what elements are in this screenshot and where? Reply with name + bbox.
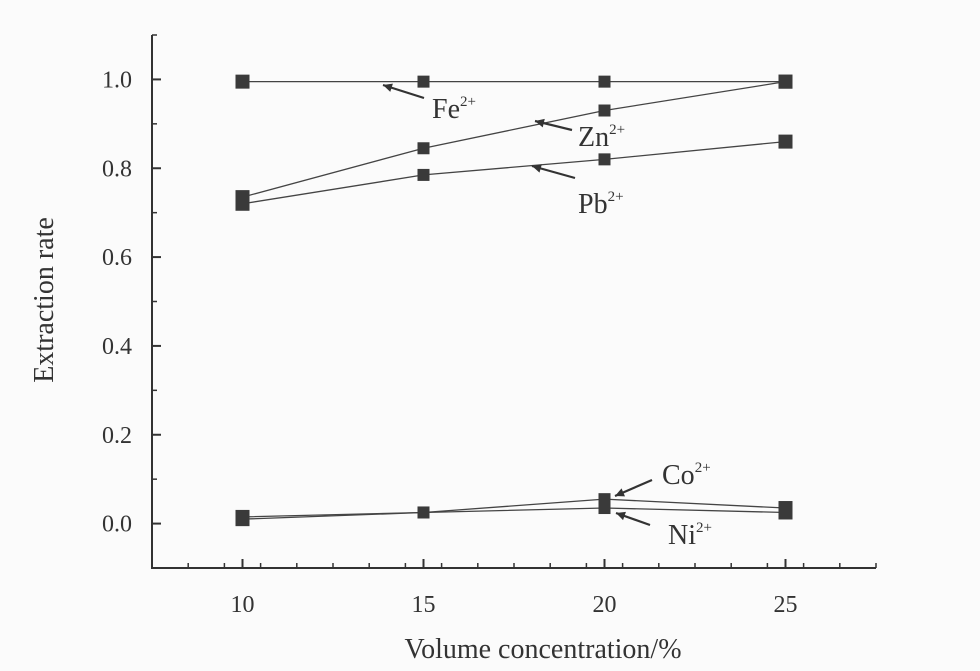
data-point-pb bbox=[778, 134, 793, 149]
x-tick-label: 10 bbox=[231, 592, 255, 618]
arrowhead bbox=[532, 164, 542, 173]
arrowhead bbox=[535, 118, 545, 128]
series-label-charge: 2+ bbox=[695, 460, 711, 476]
y-tick-label: 0.2 bbox=[102, 423, 132, 449]
data-point-fe bbox=[598, 75, 611, 88]
annotation-co: Co2+ bbox=[614, 460, 711, 498]
y-tick-label: 0.4 bbox=[102, 334, 132, 360]
series-line-ni bbox=[242, 507, 786, 518]
x-axis-title: Volume concentration/% bbox=[404, 634, 681, 665]
series-layer bbox=[235, 74, 793, 527]
x-tick-label: 25 bbox=[774, 592, 798, 618]
y-tick-label: 0.8 bbox=[102, 156, 132, 182]
series-line-pb bbox=[242, 140, 786, 205]
axis-frame bbox=[151, 35, 876, 569]
arrowhead bbox=[615, 488, 625, 497]
series-zn bbox=[235, 74, 793, 205]
y-tick-label: 0.0 bbox=[102, 512, 132, 538]
data-point-fe bbox=[417, 75, 430, 88]
series-label-pb: Pb2+ bbox=[578, 189, 624, 220]
series-pb bbox=[235, 134, 793, 211]
annotation-zn: Zn2+ bbox=[534, 118, 625, 153]
y-tick-label: 1.0 bbox=[102, 67, 132, 93]
x-tick-label: 20 bbox=[593, 592, 617, 618]
data-point-pb bbox=[235, 196, 250, 211]
series-line-zn bbox=[242, 80, 786, 198]
series-label-zn: Zn2+ bbox=[578, 122, 625, 153]
axes: 0.0 0.2 0.4 0.6 0.8 1.0 10 15 20 25 bbox=[102, 34, 877, 618]
series-label-fe: Fe2+ bbox=[432, 94, 476, 125]
data-point-zn bbox=[417, 142, 430, 155]
y-axis-title: Extraction rate bbox=[29, 217, 60, 383]
data-point-pb bbox=[417, 168, 430, 181]
data-point-ni bbox=[778, 505, 793, 520]
data-point-ni bbox=[417, 506, 430, 519]
series-label-charge: 2+ bbox=[460, 94, 476, 110]
data-point-ni bbox=[235, 509, 250, 524]
annotation-ni: Ni2+ bbox=[615, 511, 712, 551]
annotation-pb: Pb2+ bbox=[531, 164, 624, 220]
arrowhead bbox=[616, 511, 626, 521]
data-point-pb bbox=[598, 153, 611, 166]
annotation-fe: Fe2+ bbox=[382, 83, 476, 125]
data-point-zn bbox=[598, 104, 611, 117]
series-fe bbox=[235, 74, 793, 89]
series-ni bbox=[235, 502, 793, 524]
x-tick-label: 15 bbox=[412, 592, 436, 618]
arrowhead bbox=[383, 83, 393, 92]
data-point-ni bbox=[598, 502, 611, 515]
series-label-charge: 2+ bbox=[609, 122, 625, 138]
series-label-ni: Ni2+ bbox=[668, 520, 712, 551]
series-label-charge: 2+ bbox=[608, 189, 624, 205]
data-point-fe bbox=[235, 74, 250, 89]
y-tick-label: 0.6 bbox=[102, 245, 132, 271]
series-label-co: Co2+ bbox=[662, 460, 711, 491]
series-label-charge: 2+ bbox=[696, 520, 712, 536]
data-point-zn bbox=[778, 74, 793, 89]
series-line-co bbox=[242, 498, 786, 520]
